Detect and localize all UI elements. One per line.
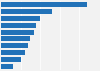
Bar: [1, 23, 36, 28]
Bar: [1, 2, 87, 7]
Bar: [1, 43, 28, 48]
Bar: [1, 50, 24, 55]
Bar: [1, 9, 52, 14]
Bar: [1, 36, 30, 41]
Bar: [1, 64, 13, 69]
Bar: [1, 16, 40, 21]
Bar: [1, 30, 34, 35]
Bar: [1, 57, 21, 62]
